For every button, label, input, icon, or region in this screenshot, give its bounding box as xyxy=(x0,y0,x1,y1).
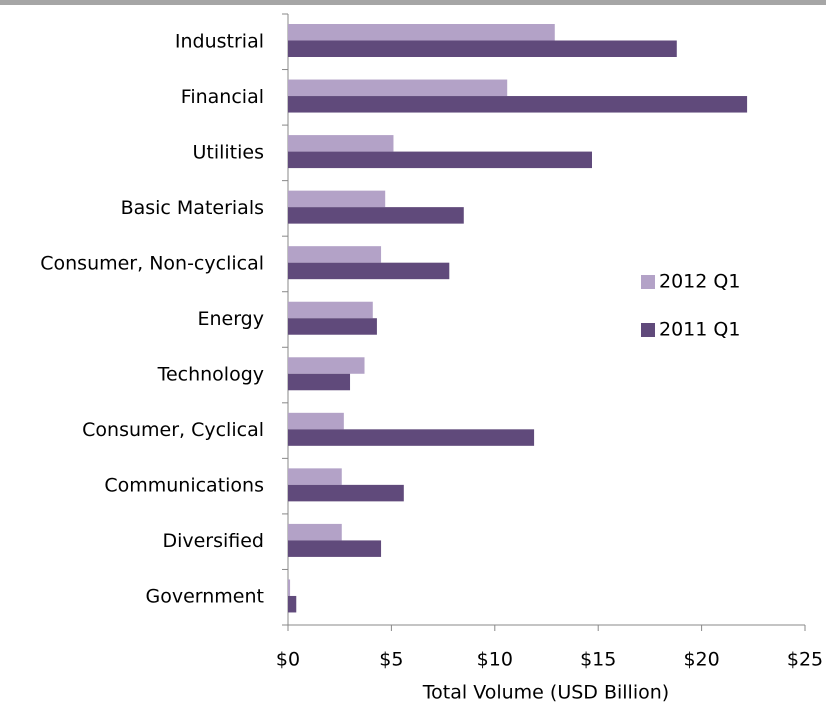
bar xyxy=(288,484,404,502)
bar xyxy=(288,523,342,541)
x-tick-label: $25 xyxy=(787,649,823,671)
top-border xyxy=(0,0,826,5)
bar xyxy=(288,262,450,280)
x-tick-label: $10 xyxy=(477,649,513,671)
x-tick-label: $20 xyxy=(683,649,719,671)
bar xyxy=(288,151,592,169)
bar xyxy=(288,595,297,613)
bar xyxy=(288,190,386,208)
bar xyxy=(288,357,365,374)
bar xyxy=(288,579,291,596)
x-tick-label: $15 xyxy=(580,649,616,671)
legend-swatch xyxy=(641,275,655,289)
bar xyxy=(288,412,344,430)
bar xyxy=(288,373,351,391)
bar xyxy=(288,318,377,335)
bar xyxy=(288,40,677,57)
y-tick-label: Basic Materials xyxy=(121,197,264,219)
legend-label: 2011 Q1 xyxy=(659,319,740,341)
legend-swatch xyxy=(641,323,655,337)
bar xyxy=(288,468,342,485)
x-tick-label: $5 xyxy=(379,649,403,671)
y-tick-label: Industrial xyxy=(175,30,264,52)
y-tick-label: Utilities xyxy=(192,141,264,163)
y-tick-label: Financial xyxy=(181,86,264,108)
y-tick-label: Consumer, Cyclical xyxy=(82,419,264,441)
y-tick-label: Diversified xyxy=(162,530,264,552)
y-tick-label: Technology xyxy=(157,364,264,386)
y-tick-label: Communications xyxy=(104,475,264,497)
x-axis-title: Total Volume (USD Billion) xyxy=(422,682,669,704)
bar xyxy=(288,135,394,152)
bar xyxy=(288,96,748,113)
x-tick-label: $0 xyxy=(276,649,300,671)
legend-label: 2012 Q1 xyxy=(659,271,740,293)
y-tick-label: Energy xyxy=(197,308,264,330)
bar xyxy=(288,540,382,557)
bar xyxy=(288,24,555,41)
bar xyxy=(288,301,373,319)
y-tick-label: Government xyxy=(146,586,265,608)
bar xyxy=(288,207,464,224)
bar xyxy=(288,429,535,446)
bar xyxy=(288,246,382,263)
y-tick-label: Consumer, Non-cyclical xyxy=(40,252,264,274)
bar xyxy=(288,79,508,97)
